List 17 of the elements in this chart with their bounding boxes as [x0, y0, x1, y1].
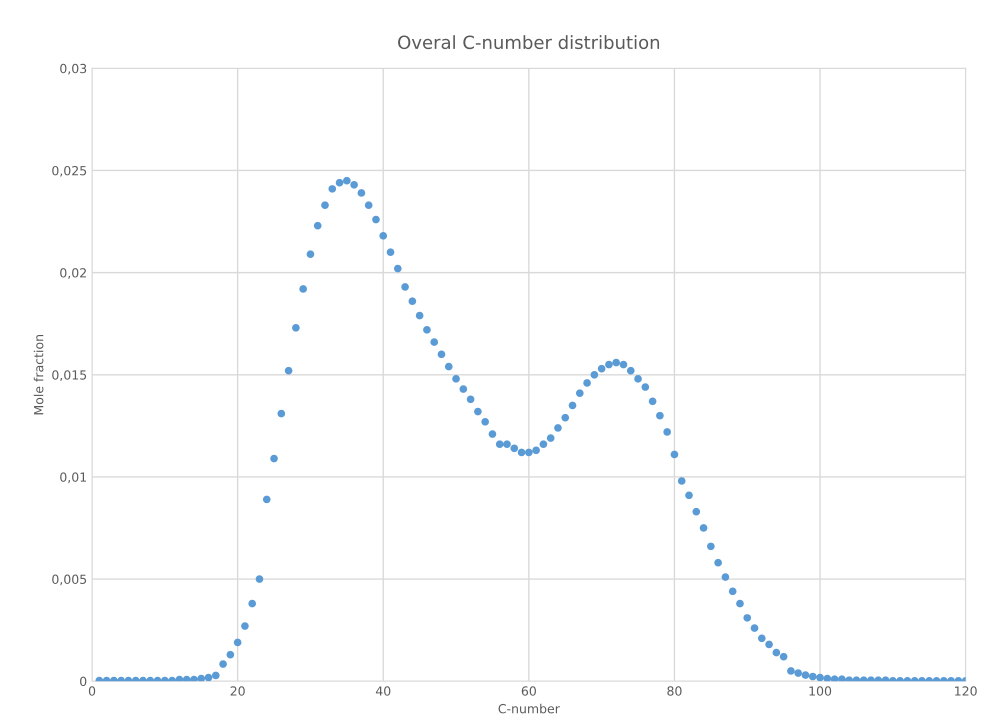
- chart-title: Overal C-number distribution: [398, 35, 660, 50]
- y-tick-label: 0,03: [60, 64, 86, 75]
- y-tick-label: 0,02: [60, 268, 86, 279]
- x-tick-label: 100: [809, 686, 832, 696]
- x-tick-label: 80: [667, 686, 682, 696]
- y-tick-label: 0,01: [60, 472, 86, 484]
- x-tick-label: 20: [230, 686, 245, 696]
- x-tick-label: 0: [88, 686, 96, 696]
- y-tick-label: 0,025: [52, 166, 86, 177]
- x-tick-label: 40: [376, 686, 390, 696]
- y-tick-label: 0: [80, 676, 86, 686]
- y-tick-label: 0,015: [52, 370, 86, 381]
- x-tick-label: 60: [522, 686, 536, 696]
- x-axis-title: C-number: [498, 704, 560, 714]
- y-axis-title: Mole fraction: [34, 335, 44, 414]
- y-tick-label: 0,005: [52, 574, 86, 586]
- x-tick-label: 120: [955, 686, 977, 696]
